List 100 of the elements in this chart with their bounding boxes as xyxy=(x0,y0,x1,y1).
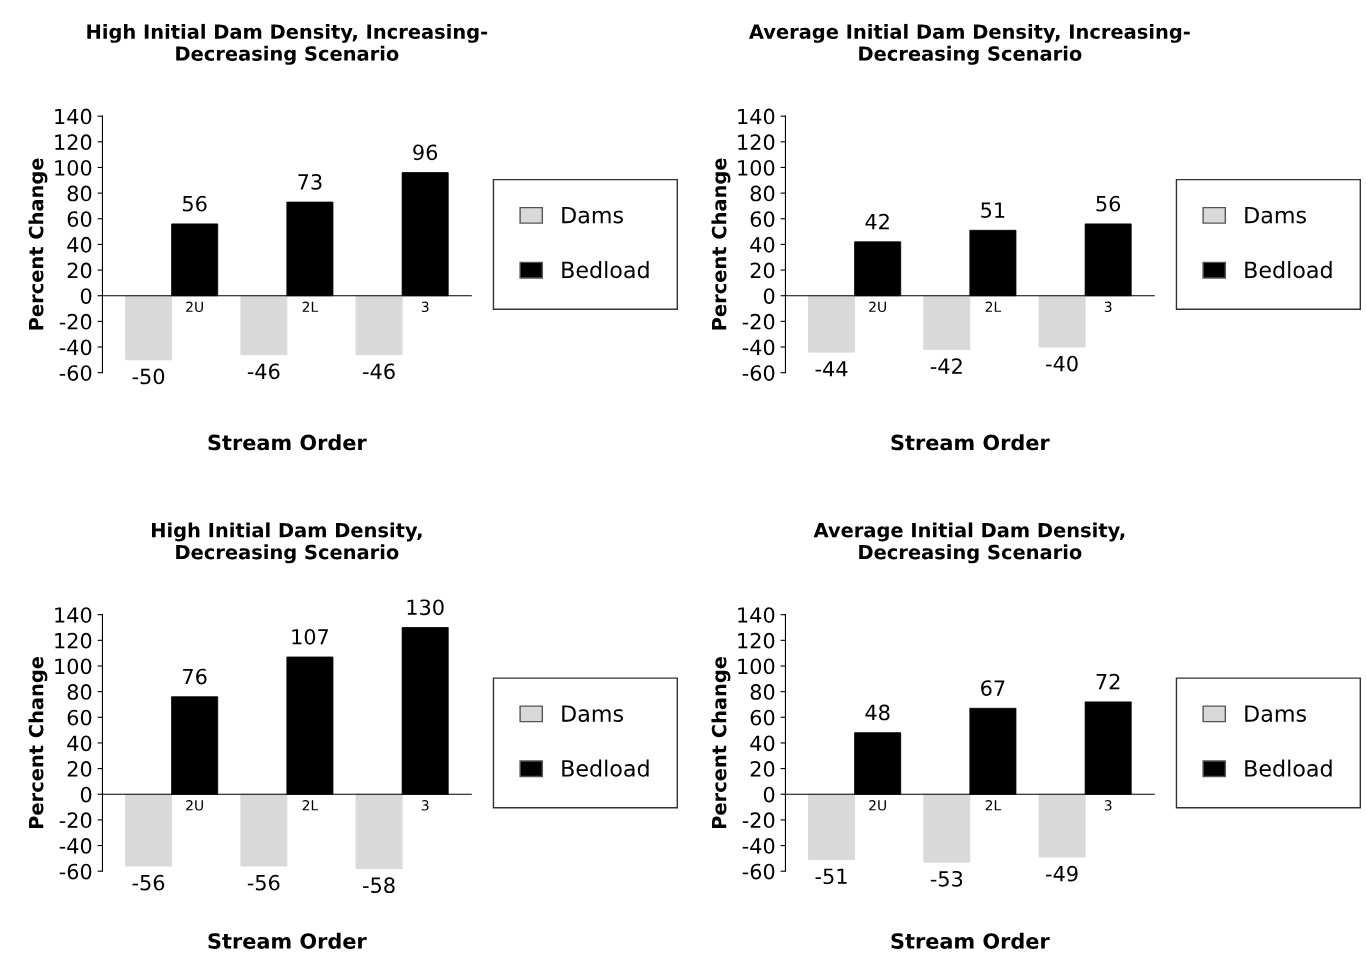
y-tick-label: 120 xyxy=(55,134,92,151)
legend-label: Dams xyxy=(562,206,623,224)
bar xyxy=(355,793,403,870)
y-tick-label: 80 xyxy=(67,684,92,700)
data-label: -42 xyxy=(930,358,962,374)
y-tick-label: 120 xyxy=(738,134,775,151)
y-tick-label: -20 xyxy=(59,812,92,829)
y-tick-label: -40 xyxy=(742,339,775,356)
x-tick-label: 2L xyxy=(302,301,319,312)
bar xyxy=(808,295,856,353)
y-tick-label: 60 xyxy=(750,211,775,227)
data-label: -53 xyxy=(930,870,963,887)
chart-title: High Initial Dam Density, Increasing- Decreasing Scenario xyxy=(87,23,488,65)
y-tick-label: -40 xyxy=(59,838,92,854)
bar xyxy=(923,295,971,351)
data-label: 42 xyxy=(865,213,889,230)
data-label: 72 xyxy=(1096,673,1120,690)
y-tick-label: 60 xyxy=(67,709,92,726)
y-tick-label: 140 xyxy=(738,607,775,623)
bar xyxy=(923,793,971,863)
y-tick-label: 120 xyxy=(55,632,92,649)
data-label: -46 xyxy=(247,363,280,380)
y-tick-label: 100 xyxy=(55,658,92,675)
y-tick-label: -60 xyxy=(59,863,92,880)
y-tick-label: -60 xyxy=(742,365,775,381)
y-tick-label: 80 xyxy=(750,185,775,202)
bar xyxy=(355,295,403,356)
data-label: 96 xyxy=(413,144,438,161)
y-tick-label: 100 xyxy=(55,159,92,176)
y-tick-label: 0 xyxy=(80,786,92,803)
y-tick-label: -20 xyxy=(742,812,775,829)
y-tick-label: 20 xyxy=(67,761,92,777)
x-tick-label: 2U xyxy=(186,301,203,313)
x-tick-label: 3 xyxy=(421,301,429,313)
data-label: -58 xyxy=(363,877,395,894)
bar xyxy=(125,793,173,867)
bar xyxy=(1038,793,1086,858)
y-axis-title: Percent Change xyxy=(711,656,731,829)
legend-label: Dams xyxy=(1245,206,1306,224)
data-label: 107 xyxy=(292,628,329,645)
data-label: 56 xyxy=(183,195,207,212)
y-tick-label: 80 xyxy=(750,684,775,700)
data-label: -51 xyxy=(815,868,847,885)
y-tick-label: 120 xyxy=(738,632,775,649)
y-tick-label: 140 xyxy=(738,108,775,125)
data-label: 51 xyxy=(981,202,1005,218)
x-tick-label: 2L xyxy=(985,800,1002,811)
y-tick-label: 0 xyxy=(763,288,775,304)
legend-label: Dams xyxy=(1245,705,1306,722)
x-axis-title: Stream Order xyxy=(891,932,1050,949)
data-label: -56 xyxy=(132,874,165,891)
y-tick-label: 60 xyxy=(750,709,775,726)
data-label: -44 xyxy=(815,361,848,377)
bar xyxy=(125,295,173,361)
y-tick-label: 140 xyxy=(55,607,92,623)
y-tick-label: 20 xyxy=(67,262,92,279)
y-tick-label: 0 xyxy=(80,288,92,304)
x-tick-label: 3 xyxy=(1104,301,1112,313)
legend-label: Bedload xyxy=(562,759,649,777)
bar xyxy=(1038,295,1086,348)
data-label: 48 xyxy=(865,704,890,721)
y-tick-label: 40 xyxy=(750,236,775,253)
y-tick-label: 40 xyxy=(67,735,92,752)
y-axis-title: Percent Change xyxy=(28,158,48,330)
y-tick-label: 40 xyxy=(750,735,775,752)
y-tick-label: -20 xyxy=(59,313,92,330)
chart-title: High Initial Dam Density, Decreasing Scenario xyxy=(152,522,422,564)
x-axis-title: Stream Order xyxy=(891,434,1050,451)
y-tick-label: 0 xyxy=(763,786,775,803)
y-tick-label: 40 xyxy=(67,236,92,253)
bar xyxy=(240,295,288,356)
x-tick-label: 3 xyxy=(421,800,429,811)
bar xyxy=(240,793,288,867)
x-tick-label: 2L xyxy=(985,301,1002,312)
legend-label: Bedload xyxy=(1245,759,1332,777)
y-tick-label: -40 xyxy=(742,838,775,854)
chart-title: Average Initial Dam Density, Decreasing Scenario xyxy=(813,522,1125,564)
x-tick-label: 2U xyxy=(869,301,886,313)
y-tick-label: -20 xyxy=(742,313,775,330)
y-tick-label: 100 xyxy=(738,658,775,675)
x-axis-title: Stream Order xyxy=(208,932,367,949)
data-label: 67 xyxy=(981,680,1005,696)
data-label: 73 xyxy=(298,173,322,190)
y-tick-label: 80 xyxy=(67,185,92,202)
chart-title: Average Initial Dam Density, Increasing- Decreasing Scenario xyxy=(748,23,1190,65)
y-tick-label: 100 xyxy=(738,159,775,176)
data-label: -40 xyxy=(1046,355,1078,372)
data-label: -56 xyxy=(247,874,280,891)
y-tick-label: 20 xyxy=(750,262,775,279)
x-axis-title: Stream Order xyxy=(208,434,367,451)
y-tick-label: -40 xyxy=(59,339,92,356)
data-label: 130 xyxy=(407,599,444,616)
y-tick-label: 140 xyxy=(55,108,92,125)
bar xyxy=(808,793,856,861)
y-tick-label: 60 xyxy=(67,211,92,227)
y-tick-label: -60 xyxy=(742,863,775,880)
y-axis-title: Percent Change xyxy=(28,656,48,829)
x-tick-label: 2U xyxy=(186,800,203,811)
x-tick-label: 3 xyxy=(1104,800,1112,811)
legend-label: Bedload xyxy=(562,261,649,279)
